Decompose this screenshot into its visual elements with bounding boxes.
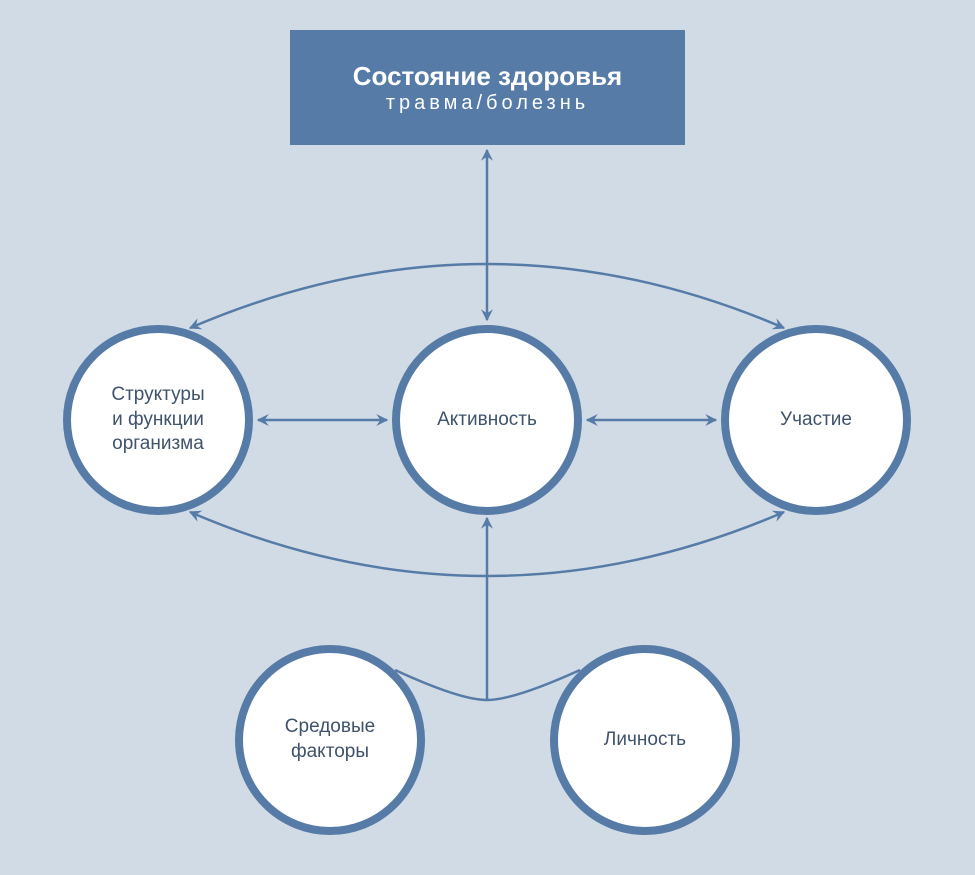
node-structures: Структурыи функцииорганизма <box>63 325 253 515</box>
node-environment: Средовыефакторы <box>235 645 425 835</box>
header-health-condition: Состояние здоровьятравма/болезнь <box>290 30 685 145</box>
node-activity-label: Активность <box>427 408 547 433</box>
node-environment-label: Средовыефакторы <box>275 715 385 764</box>
header-subtitle: травма/болезнь <box>386 92 589 115</box>
node-participation-label: Участие <box>770 408 862 433</box>
node-structures-label: Структурыи функцииорганизма <box>101 383 214 457</box>
node-activity: Активность <box>392 325 582 515</box>
node-personality-label: Личность <box>594 728 696 753</box>
header-title: Состояние здоровья <box>353 61 622 92</box>
node-personality: Личность <box>550 645 740 835</box>
node-participation: Участие <box>721 325 911 515</box>
